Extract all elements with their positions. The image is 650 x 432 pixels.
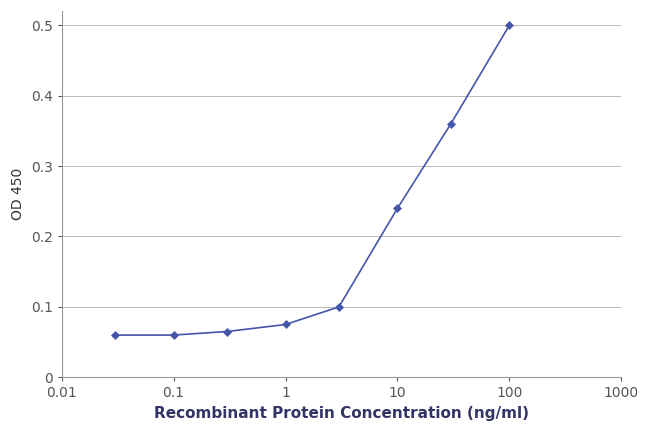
Y-axis label: OD 450: OD 450 — [11, 168, 25, 220]
X-axis label: Recombinant Protein Concentration (ng/ml): Recombinant Protein Concentration (ng/ml… — [154, 406, 529, 421]
